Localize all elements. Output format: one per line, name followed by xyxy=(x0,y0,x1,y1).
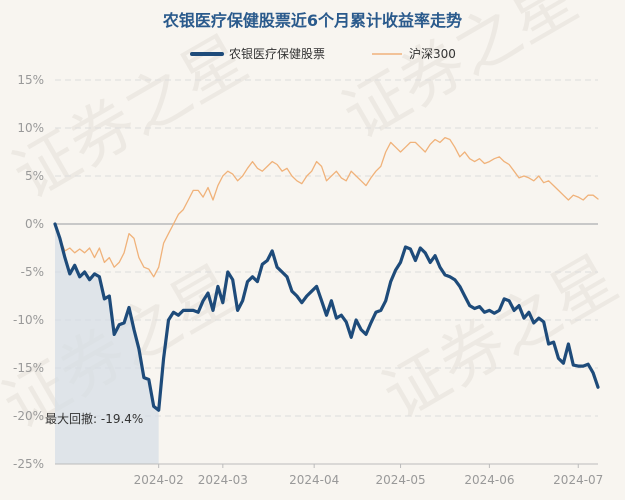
y-tick-label: -20% xyxy=(13,409,44,423)
x-tick-label: 2024-04 xyxy=(289,473,339,487)
x-tick-label: 2024-03 xyxy=(198,473,248,487)
y-tick-label: -25% xyxy=(13,457,44,471)
max-drawdown-label: 最大回撤: -19.4% xyxy=(45,411,143,426)
y-tick-label: -15% xyxy=(13,361,44,375)
x-tick-label: 2024-07 xyxy=(553,473,603,487)
chart-title: 农银医疗保健股票近6个月累计收益率走势 xyxy=(162,11,462,30)
y-tick-label: -10% xyxy=(13,313,44,327)
x-tick-label: 2024-06 xyxy=(464,473,514,487)
fund-line xyxy=(53,222,600,412)
x-tick-label: 2024-05 xyxy=(375,473,425,487)
max-drawdown-area xyxy=(55,224,159,464)
axis-layer: 15% 10% 5% 0% -5% -10% -15% -20% -25% 2024-02 2024… xyxy=(13,73,603,487)
series-layer xyxy=(53,136,600,412)
legend-label-fund: 农银医疗保健股票 xyxy=(229,47,325,61)
drawdown-layer xyxy=(55,224,159,464)
x-tick-label: 2024-02 xyxy=(134,473,184,487)
index-line xyxy=(54,136,599,278)
y-tick-label: 10% xyxy=(17,121,44,135)
y-tick-label: 15% xyxy=(17,73,44,87)
legend: 农银医疗保健股票 沪深300 xyxy=(190,47,456,61)
legend-label-index: 沪深300 xyxy=(409,47,456,61)
y-tick-label: -5% xyxy=(21,265,44,279)
y-tick-label: 5% xyxy=(25,169,44,183)
y-tick-label: 0% xyxy=(25,217,44,231)
